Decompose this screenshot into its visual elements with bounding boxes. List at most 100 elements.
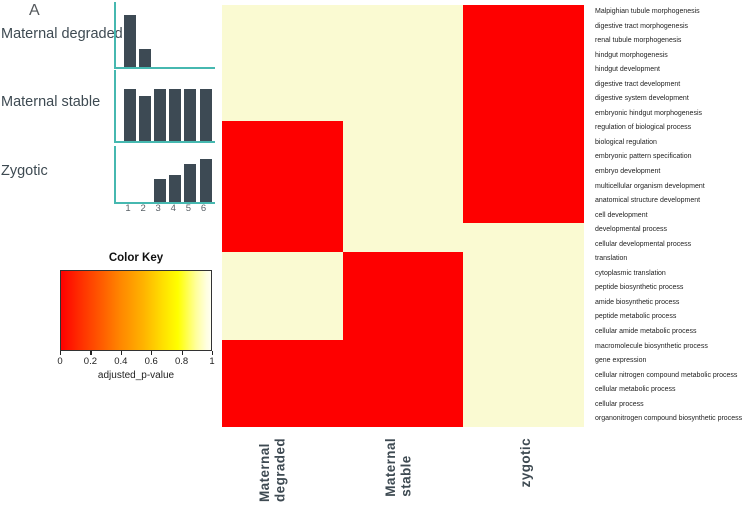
heatmap-cell	[222, 281, 343, 297]
heatmap-cell	[342, 150, 464, 166]
heatmap-cell	[222, 383, 343, 398]
heatmap-cell	[342, 296, 464, 311]
heatmap-cell	[463, 92, 584, 107]
heatmap-cell	[463, 165, 584, 180]
heatmap-row-label: cellular nitrogen compound metabolic pro…	[595, 371, 738, 379]
heatmap-cell	[463, 310, 584, 326]
bar	[124, 89, 136, 141]
x-tick-label: 3	[155, 203, 161, 214]
color-key-tick-label: 1	[209, 356, 215, 367]
heatmap-row-label: amide biosynthetic process	[595, 298, 680, 306]
color-key-tick	[120, 351, 122, 355]
color-key-tick-label: 0.8	[174, 356, 189, 367]
heatmap-cell	[463, 339, 584, 355]
heatmap-cell	[222, 179, 343, 195]
heatmap-cell	[463, 325, 584, 340]
histogram-zygotic	[114, 146, 215, 204]
heatmap-cell	[342, 48, 464, 64]
heatmap-cell	[222, 135, 343, 151]
heatmap-cell	[342, 5, 464, 20]
histogram-maternal-stable	[114, 70, 215, 143]
heatmap-cell	[222, 34, 343, 49]
heatmap-cell	[463, 77, 584, 93]
heatmap-row-label: gene expression	[595, 357, 647, 365]
heatmap-row-label: macromolecule biosynthetic process	[595, 342, 708, 350]
bar	[184, 89, 197, 141]
heatmap-row-label: embryonic hindgut morphogenesis	[595, 109, 703, 117]
bar	[139, 49, 152, 67]
heatmap-row-label: cellular process	[595, 400, 644, 408]
heatmap-cell	[222, 296, 343, 311]
heatmap-cell	[342, 325, 464, 340]
heatmap-row-label: digestive system development	[595, 95, 689, 103]
heatmap-cell	[342, 135, 464, 151]
heatmap-cell	[222, 92, 343, 107]
heatmap-cell	[463, 281, 584, 297]
heatmap-row-label: Malpighian tubule morphogenesis	[595, 8, 700, 15]
heatmap-cell	[222, 368, 343, 384]
heatmap-cell	[222, 223, 343, 238]
color-key-tick-label: 0.4	[114, 356, 128, 367]
heatmap-cell	[222, 397, 343, 413]
heatmap-row-label: peptide metabolic process	[595, 313, 677, 321]
heatmap-cell	[342, 368, 464, 384]
heatmap-row-label: renal tubule morphogenesis	[595, 37, 682, 45]
color-key-tick-label: 0.6	[144, 356, 158, 367]
heatmap-cell	[342, 310, 464, 326]
bar	[199, 159, 212, 202]
heatmap-col-label: Maternal stable	[383, 438, 414, 497]
bar	[154, 179, 167, 202]
heatmap-cell	[342, 106, 464, 122]
heatmap-cell	[463, 5, 584, 20]
bar	[184, 163, 197, 202]
heatmap-row-labels: Malpighian tubule morphogenesis digestive…	[595, 5, 745, 427]
heatmap-cell	[342, 354, 464, 369]
heatmap-cell	[222, 412, 343, 427]
heatmap-cell	[342, 194, 464, 209]
heatmap-cell	[463, 150, 584, 166]
heatmap-cell	[463, 397, 584, 413]
heatmap-cell	[463, 208, 584, 224]
heatmap-cell	[463, 412, 584, 427]
heatmap-cell	[342, 383, 464, 398]
heatmap-cell	[342, 92, 464, 107]
x-tick-label: 6	[200, 203, 207, 214]
heatmap-cell	[222, 48, 343, 64]
color-key-tick	[181, 351, 183, 355]
heatmap-grid	[222, 5, 584, 427]
heatmap-cell	[463, 296, 584, 311]
heatmap-cell	[463, 266, 584, 282]
heatmap-cell	[463, 383, 584, 398]
heatmap-cell	[342, 63, 464, 78]
heatmap-cell	[463, 179, 584, 195]
color-key-gradient	[60, 270, 212, 351]
heatmap-cell	[463, 252, 584, 267]
bar	[169, 89, 182, 141]
heatmap-cell	[342, 165, 464, 180]
heatmap-cell	[342, 252, 464, 267]
panel-a-label: A	[29, 2, 40, 19]
heatmap-row-label: cellular developmental process	[595, 240, 692, 248]
x-tick-label: 4	[170, 203, 176, 214]
heatmap-row-label: anatomical structure development	[595, 197, 701, 205]
heatmap-cell	[463, 354, 584, 369]
heatmap-cell	[342, 237, 464, 253]
heatmap-cell	[463, 223, 584, 238]
heatmap-row-label: regulation of biological process	[595, 124, 692, 132]
heatmap-cell	[342, 121, 464, 136]
heatmap-cell	[342, 77, 464, 93]
heatmap-row-label: cytoplasmic translation	[595, 269, 666, 277]
heatmap-cell	[222, 310, 343, 326]
heatmap-cell	[222, 194, 343, 209]
heatmap-cell	[222, 150, 343, 166]
heatmap-row-label: multicellular organism development	[595, 182, 705, 190]
color-key-tick	[60, 351, 62, 355]
color-key-tick	[212, 351, 214, 355]
heatmap-cell	[222, 165, 343, 180]
heatmap-cell	[342, 34, 464, 49]
heatmap-cell	[222, 325, 343, 340]
heatmap-cell	[222, 252, 343, 267]
heatmap-cell	[463, 106, 584, 122]
heatmap-cell	[342, 339, 464, 355]
heatmap-cell	[222, 121, 343, 136]
